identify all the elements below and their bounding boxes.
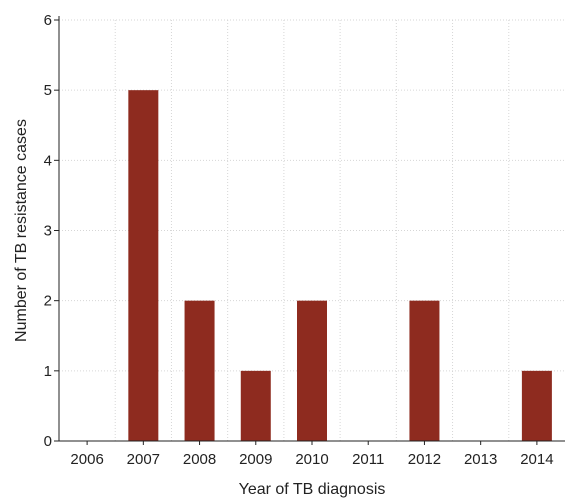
axis-layer — [54, 16, 565, 445]
y-tick-label: 3 — [44, 223, 52, 240]
x-tick-label: 2013 — [464, 451, 497, 468]
x-tick-label: 2010 — [295, 451, 328, 468]
y-tick-label: 1 — [44, 363, 52, 380]
x-axis-title: Year of TB diagnosis — [239, 481, 386, 498]
x-tick-label: 2006 — [70, 451, 103, 468]
x-tick-label: 2008 — [183, 451, 216, 468]
y-tick-label: 4 — [44, 152, 52, 169]
bar-layer — [128, 90, 552, 442]
bar-2008 — [184, 300, 215, 441]
bar-2009 — [240, 370, 271, 441]
y-tick-labels: 0 1 2 3 4 5 6 — [44, 12, 52, 450]
x-tick-labels: 2006 2007 2008 2009 2010 2011 2012 2013 2014 — [70, 451, 553, 468]
y-tick-label: 0 — [44, 433, 52, 450]
y-tick-label: 6 — [44, 12, 52, 29]
y-tick-label: 2 — [44, 293, 52, 310]
bar-2014 — [521, 370, 552, 441]
bar-2010 — [297, 300, 327, 441]
x-tick-label: 2014 — [520, 451, 553, 468]
bar-2012 — [409, 300, 440, 441]
bar-2007 — [128, 90, 159, 442]
y-axis-title: Number of TB resistance cases — [13, 119, 30, 342]
x-tick-label: 2009 — [239, 451, 272, 468]
x-tick-label: 2007 — [127, 451, 160, 468]
x-tick-label: 2011 — [352, 451, 384, 468]
x-tick-label: 2012 — [408, 451, 441, 468]
y-tick-label: 5 — [44, 82, 52, 99]
